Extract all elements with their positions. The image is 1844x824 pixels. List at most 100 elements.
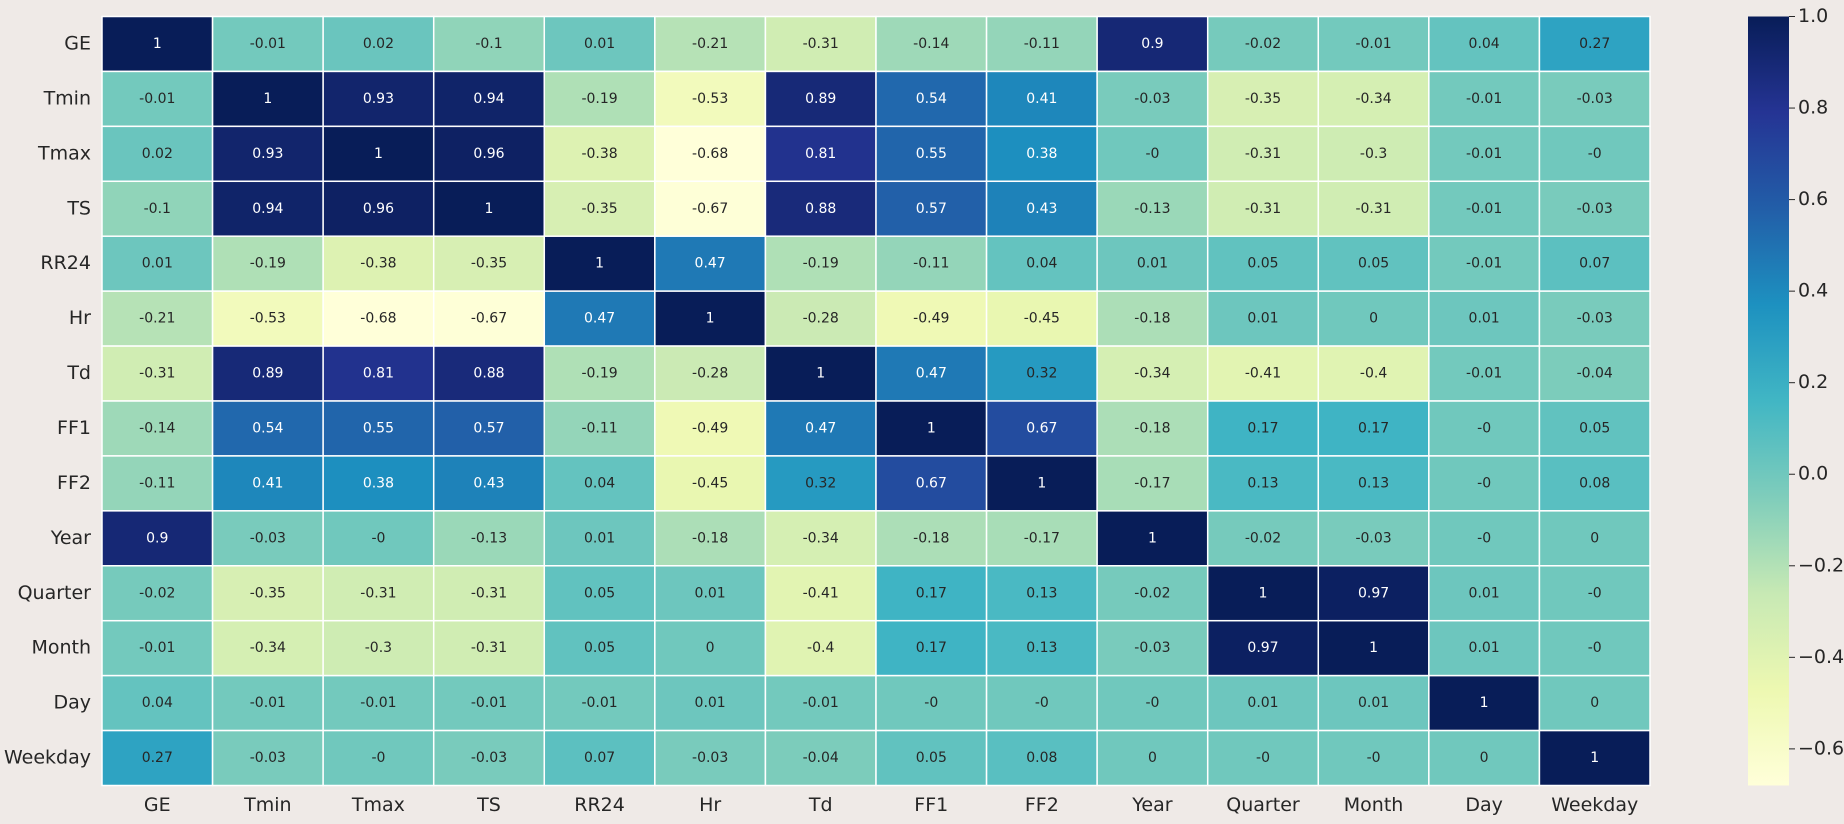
heatmap-cell (1096, 674, 1209, 732)
x-tick-label: Quarter (1226, 794, 1300, 816)
colorbar-tick-label: 0.2 (1798, 371, 1828, 393)
heatmap-cell (1428, 510, 1541, 567)
cell-label: -0.53 (692, 91, 728, 107)
cell-label: 0.57 (916, 201, 947, 217)
heatmap-cell (1428, 235, 1541, 292)
colorbar-tick-label: 0.6 (1798, 188, 1828, 210)
cell-label: 0.32 (805, 475, 836, 491)
cell-label: 0.01 (695, 695, 726, 711)
cell-label: -0.01 (1466, 201, 1502, 217)
y-tick-label: Quarter (18, 582, 92, 604)
cell-label: -0.01 (250, 695, 286, 711)
y-tick-label: Tmin (43, 87, 91, 109)
cell-label: 1 (263, 91, 272, 107)
x-tick-label: FF2 (1025, 794, 1059, 816)
heatmap-cell (985, 180, 1098, 237)
heatmap-cell (101, 15, 214, 73)
heatmap-cell (985, 455, 1098, 512)
cell-label: 0.54 (916, 91, 947, 107)
cell-label: -0.31 (471, 585, 507, 601)
cell-label: -0.1 (475, 36, 502, 52)
cell-label: -0.01 (1466, 91, 1502, 107)
cell-label: -0 (1145, 146, 1159, 162)
cell-label: -0.31 (139, 366, 175, 382)
heatmap-cell (1317, 15, 1430, 73)
heatmap-cell (322, 180, 435, 237)
y-tick-label: Weekday (4, 747, 91, 769)
cell-label: 0.04 (142, 695, 173, 711)
heatmap-cell (322, 235, 435, 292)
cell-label: -0 (1477, 530, 1491, 546)
cell-label: 0 (706, 640, 715, 656)
heatmap-cell (1538, 235, 1651, 292)
cell-label: 0.04 (1469, 36, 1500, 52)
cell-label: 0.41 (252, 475, 283, 491)
x-tick-label: Hr (699, 794, 721, 816)
cell-label: -0.01 (471, 695, 507, 711)
cell-label: -0.01 (803, 695, 839, 711)
cell-label: -0 (1588, 640, 1602, 656)
heatmap-cell (985, 674, 1098, 732)
cell-label: -0.38 (360, 256, 396, 272)
heatmap-cell (1538, 125, 1651, 183)
cell-label: 0.55 (916, 146, 947, 162)
cell-label: 0.54 (252, 420, 283, 436)
cell-label: 0.04 (584, 475, 615, 491)
heatmap-cell (654, 180, 767, 237)
cell-label: -0.14 (913, 36, 949, 52)
cell-label: 0.81 (805, 146, 836, 162)
cell-label: -0.01 (139, 91, 175, 107)
cell-label: 0.67 (916, 475, 947, 491)
cell-label: -0.17 (1024, 530, 1060, 546)
heatmap-cell (543, 180, 656, 237)
heatmap-cell (1317, 400, 1430, 457)
cell-label: -0.18 (1134, 420, 1170, 436)
cell-label: -0.41 (803, 585, 839, 601)
cell-label: 0.9 (146, 530, 168, 546)
cell-label: 0.05 (916, 750, 947, 766)
heatmap-cell (654, 729, 767, 787)
cell-label: -0.31 (1245, 201, 1281, 217)
x-tick-label: Tmin (243, 794, 291, 816)
heatmap-cell (764, 729, 877, 787)
heatmap-cell (875, 290, 988, 347)
y-tick-label: FF2 (57, 472, 91, 494)
cell-label: 1 (706, 311, 715, 327)
colorbar-tick-label: −0.2 (1798, 554, 1844, 576)
cell-label: -0.67 (692, 201, 728, 217)
cell-label: -0.01 (1466, 366, 1502, 382)
x-tick-label: GE (144, 794, 171, 816)
colorbar-tick-label: 1.0 (1798, 5, 1828, 27)
heatmap-cell (875, 125, 988, 183)
heatmap-cell (322, 345, 435, 402)
cell-label: -0.18 (1134, 311, 1170, 327)
cell-label: 0.27 (1579, 36, 1610, 52)
heatmap-cell (1317, 565, 1430, 622)
heatmap-cell (322, 565, 435, 622)
heatmap-cell (432, 345, 546, 402)
cell-label: -0 (1035, 695, 1049, 711)
heatmap-cell (1428, 180, 1541, 237)
heatmap-cell (432, 70, 546, 128)
heatmap-cell (1317, 619, 1430, 677)
cell-label: 0.01 (142, 256, 173, 272)
x-tick-label: Weekday (1551, 794, 1638, 816)
cell-label: -0.01 (1466, 256, 1502, 272)
cell-label: 0.57 (473, 420, 504, 436)
heatmap-cell (1096, 15, 1209, 73)
heatmap-cell (875, 619, 988, 677)
heatmap-cell (432, 400, 546, 457)
heatmap-cell (1538, 180, 1651, 237)
cell-label: 1 (927, 420, 936, 436)
cell-label: -0.68 (692, 146, 728, 162)
heatmap-cell (322, 455, 435, 512)
heatmap-cell (1206, 565, 1320, 622)
cell-label: 0.38 (363, 475, 394, 491)
x-tick-label: Year (1131, 794, 1172, 816)
heatmap-cell (764, 180, 877, 237)
cell-label: 0.01 (1137, 256, 1168, 272)
cell-label: -0 (371, 750, 385, 766)
cell-label: -0.34 (803, 530, 839, 546)
heatmap-cell (211, 565, 324, 622)
heatmap-cell (875, 235, 988, 292)
